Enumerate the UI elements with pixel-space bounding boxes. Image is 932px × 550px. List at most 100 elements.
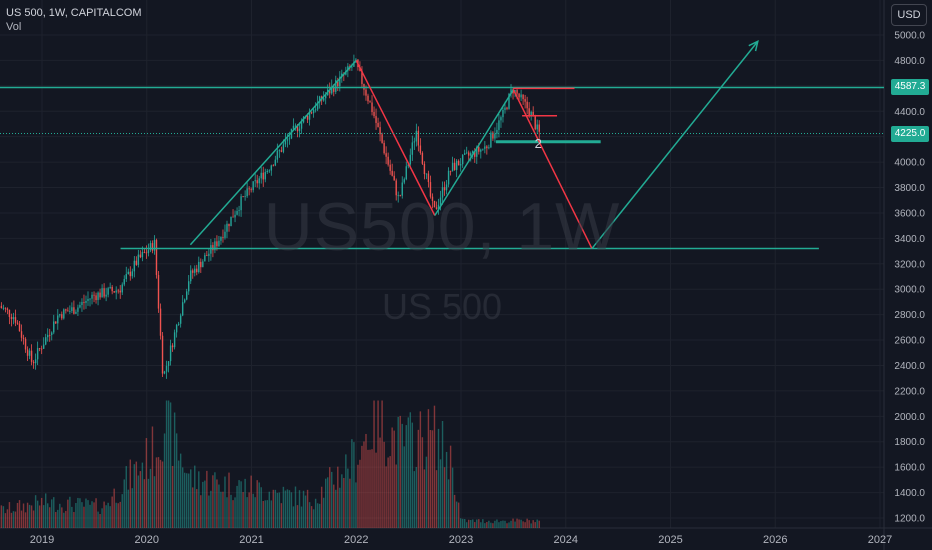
- volume-bar: [476, 519, 478, 528]
- volume-bar: [42, 505, 45, 528]
- candle-body: [385, 153, 387, 157]
- volume-bar: [16, 502, 19, 528]
- volume-bar: [282, 486, 285, 528]
- candle-body: [484, 146, 486, 149]
- candle-body: [163, 371, 166, 374]
- candle-body: [121, 284, 123, 293]
- volume-bar: [109, 506, 111, 528]
- volume-bar: [8, 502, 11, 528]
- volume-bar: [91, 501, 93, 528]
- candle-body: [149, 243, 152, 251]
- volume-bar: [65, 510, 67, 528]
- candle-body: [437, 204, 440, 209]
- volume-bar: [284, 490, 287, 528]
- candle-body: [296, 125, 299, 132]
- volume-bar: [486, 522, 488, 528]
- candle-body: [147, 250, 150, 254]
- volume-bar: [129, 459, 132, 528]
- candle-body: [339, 76, 341, 87]
- volume-bar: [510, 520, 512, 528]
- candle-body: [242, 196, 244, 198]
- volume-bar: [407, 417, 409, 528]
- candle-body: [314, 109, 317, 111]
- volume-bar: [463, 519, 466, 528]
- volume-bar: [252, 493, 254, 528]
- candle-body: [226, 223, 228, 232]
- volume-bar: [266, 500, 268, 528]
- candle-body: [393, 175, 395, 181]
- volume-bar: [36, 500, 39, 528]
- candle-body: [379, 127, 381, 135]
- symbol-title[interactable]: US 500, 1W, CAPITALCOM: [6, 7, 142, 19]
- candle-body: [188, 281, 190, 292]
- candle-body: [2, 307, 5, 309]
- candle-body: [175, 324, 178, 333]
- candle-body: [12, 317, 15, 320]
- volume-bar: [10, 512, 13, 528]
- volume-bar: [212, 475, 214, 528]
- volume-bar: [105, 505, 107, 528]
- candle-body: [91, 294, 93, 299]
- candle-body: [200, 261, 202, 268]
- candle-body: [455, 160, 458, 170]
- currency-button[interactable]: USD: [891, 4, 927, 26]
- candle-body: [30, 350, 33, 362]
- volume-bar: [87, 500, 89, 528]
- time-axis[interactable]: 2019 2020 2021 2022 2023 2024 2025 2026 2027: [30, 534, 892, 546]
- candle-body: [214, 241, 216, 251]
- candle-body: [107, 288, 109, 295]
- candle-body: [22, 337, 25, 339]
- volume-bar: [153, 476, 156, 528]
- candle-body: [534, 116, 536, 130]
- candle-body: [228, 223, 230, 227]
- candle-body: [407, 164, 409, 167]
- volume-bar: [290, 492, 293, 528]
- candle-body: [234, 214, 236, 218]
- candle-body: [282, 144, 285, 152]
- volume-indicator-label[interactable]: Vol: [6, 21, 22, 33]
- volume-bar: [242, 492, 244, 528]
- volume-bar: [141, 462, 144, 528]
- candle-body: [4, 307, 7, 309]
- candle-body: [445, 184, 448, 191]
- candle-body: [171, 345, 174, 348]
- candle-body: [403, 179, 405, 183]
- volume-bar: [181, 467, 184, 528]
- volume-bar: [308, 502, 311, 528]
- volume-bar: [306, 489, 309, 528]
- candle-body: [324, 95, 327, 99]
- volume-bar: [157, 457, 160, 528]
- candle-body: [230, 216, 232, 227]
- candle-body: [260, 172, 262, 179]
- candle-body: [461, 154, 464, 165]
- candle-body: [413, 141, 416, 143]
- volume-bar: [399, 415, 401, 528]
- volume-bar: [175, 433, 178, 528]
- volume-bar: [183, 472, 186, 528]
- volume-bar: [228, 472, 230, 528]
- volume-bar: [30, 505, 33, 528]
- candle-body: [177, 323, 180, 325]
- volume-bar: [351, 439, 353, 528]
- volume-bar: [69, 496, 71, 528]
- candle-body: [294, 125, 297, 127]
- candle-body: [520, 94, 522, 98]
- price-axis[interactable]: 1200.0 1400.0 1600.0 1800.0 2000.0 2200.0 2400…: [894, 31, 925, 525]
- trend-drawings[interactable]: [0, 40, 884, 250]
- chart-legend[interactable]: US 500, 1W, CAPITALCOM Vol: [6, 6, 142, 34]
- candle-body: [44, 337, 47, 345]
- volume-bar: [254, 497, 256, 528]
- volume-bar: [125, 466, 127, 528]
- volume-bar: [526, 518, 528, 528]
- candle-body: [286, 139, 289, 141]
- candle-body: [20, 331, 23, 338]
- candle-body: [111, 286, 113, 292]
- volume-bar: [357, 464, 359, 528]
- volume-bar: [441, 420, 444, 528]
- time-tick-label: 2020: [135, 534, 159, 546]
- volume-bar: [429, 429, 432, 528]
- candle-body: [496, 129, 498, 134]
- candle-body: [127, 271, 129, 275]
- candle-body: [246, 188, 248, 197]
